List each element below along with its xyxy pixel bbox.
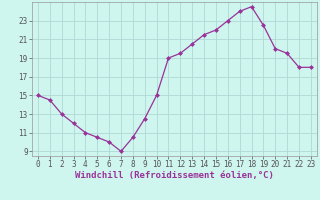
X-axis label: Windchill (Refroidissement éolien,°C): Windchill (Refroidissement éolien,°C) <box>75 171 274 180</box>
